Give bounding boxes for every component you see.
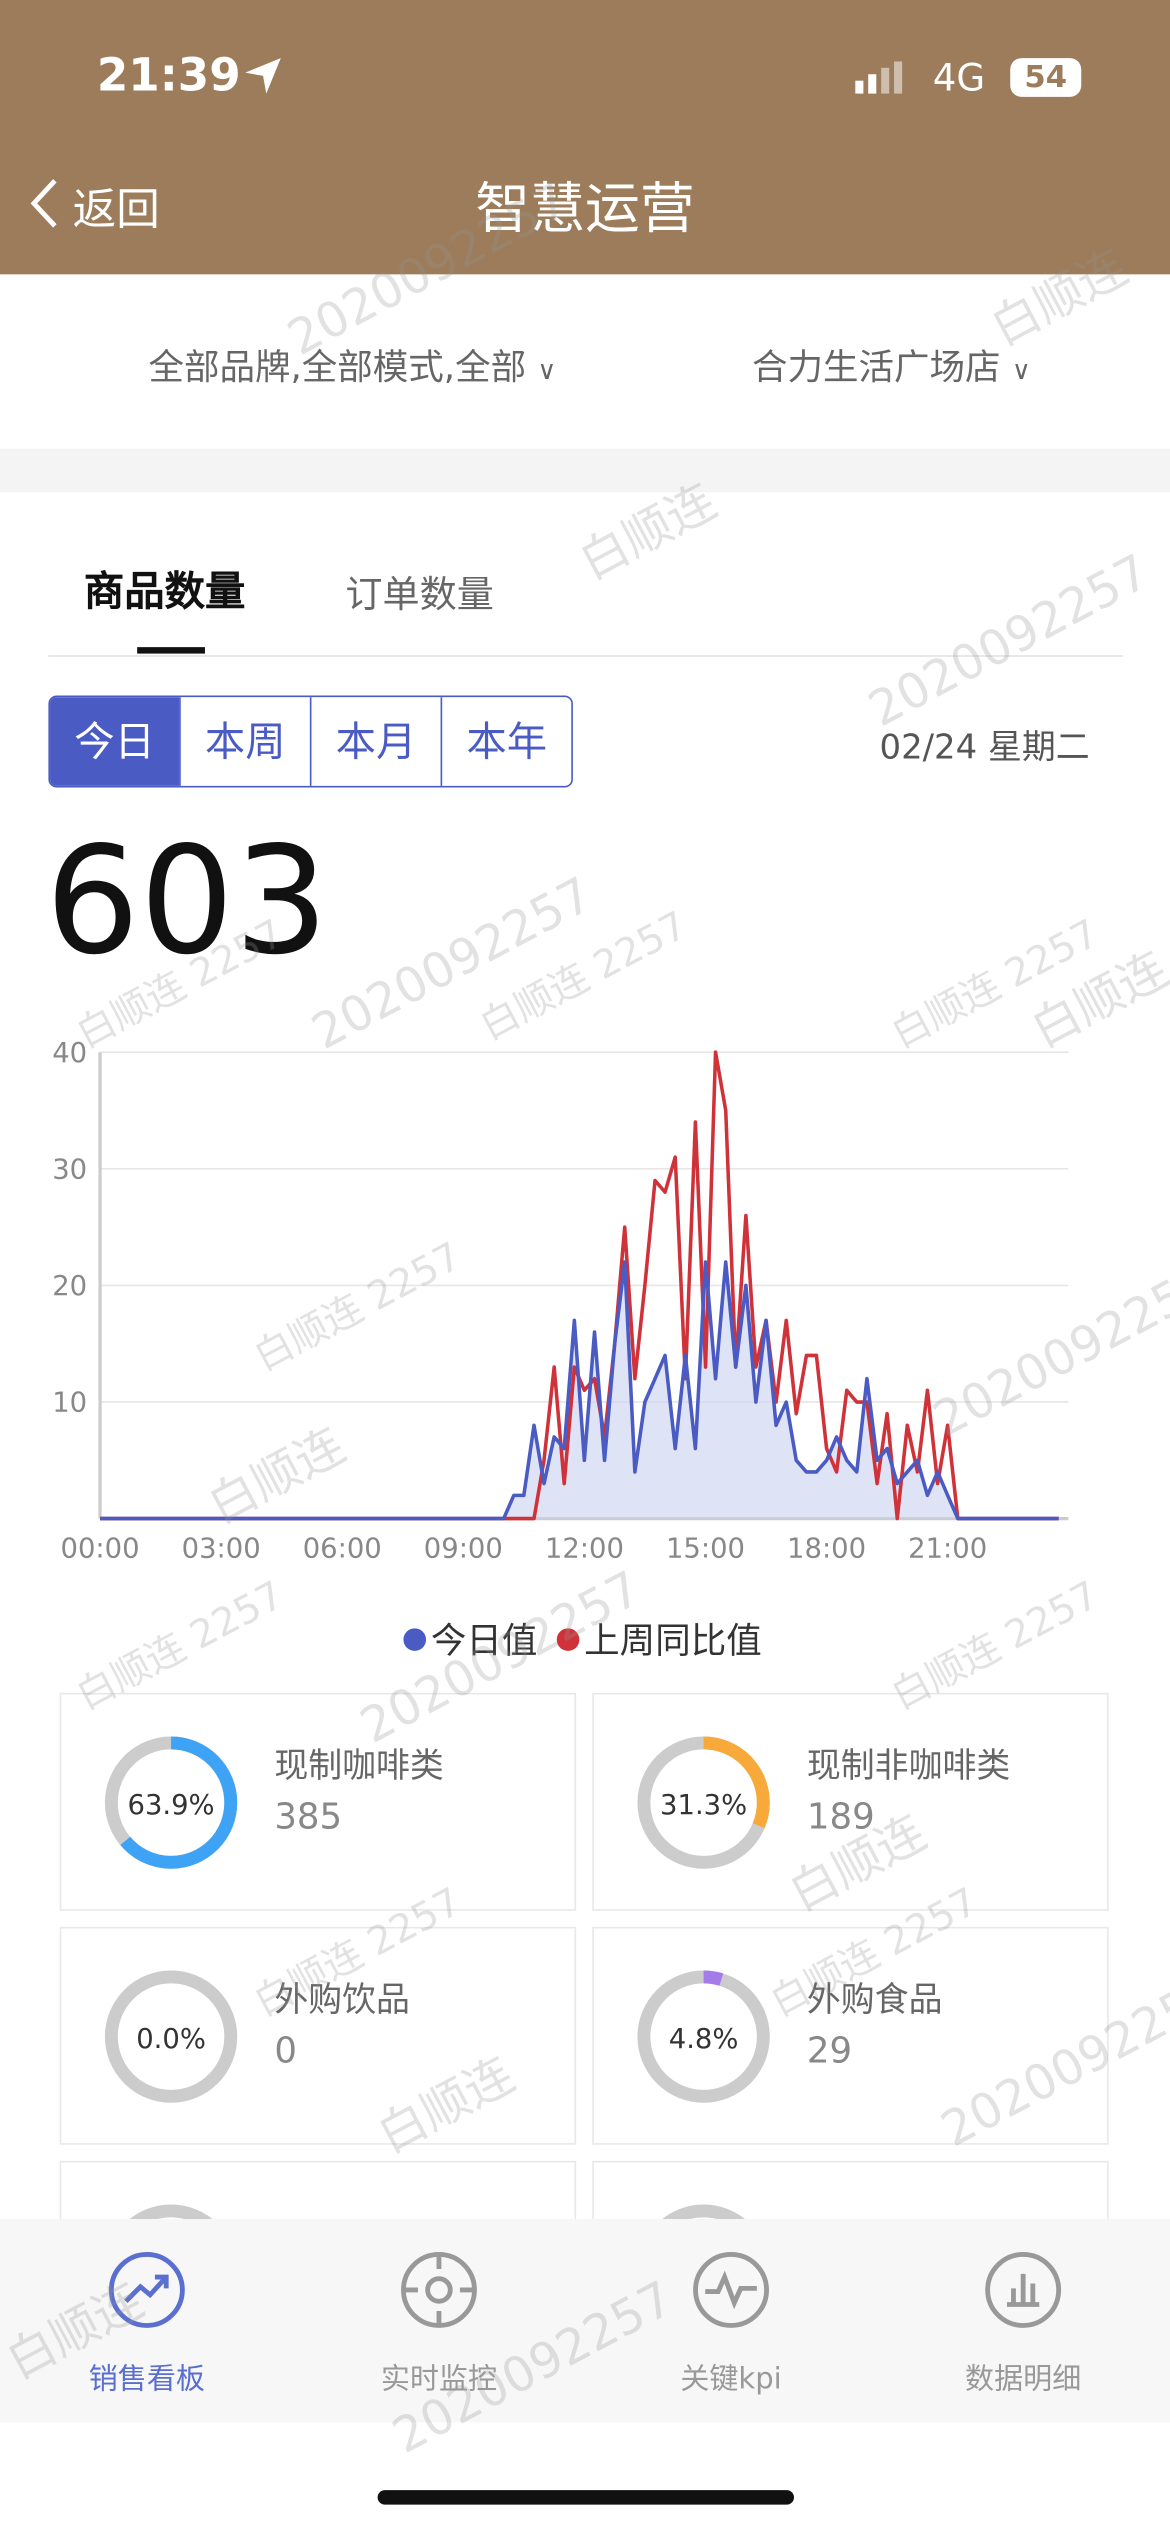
signal-icon (855, 61, 903, 94)
nav-icon (108, 2252, 185, 2328)
y-tick-label: 30 (52, 1154, 87, 1185)
period-group: 今日 本周 本月 本年 (48, 695, 573, 788)
legend-label: 今日值 (431, 1621, 538, 1662)
card-count: 29 (806, 2031, 853, 2073)
x-tick-label: 12:00 (545, 1533, 624, 1564)
x-tick-label: 09:00 (424, 1533, 503, 1564)
y-tick-label: 20 (52, 1271, 87, 1302)
ring-label: 63.9% (128, 1790, 215, 1821)
period-button-active[interactable]: 今日 (50, 697, 180, 786)
battery: 54 (1010, 58, 1082, 97)
date: 02/24 星期二 (879, 727, 1090, 767)
y-tick-label: 10 (52, 1388, 87, 1419)
x-tick-label: 15:00 (666, 1533, 745, 1564)
chart: 10 20 30 40 00:00 03:00 06:00 09:00 12:00 15:00 18… (52, 1038, 1069, 1662)
period-button[interactable]: 本年 (440, 697, 572, 786)
tab-underline (137, 647, 205, 654)
period-button[interactable]: 本周 (179, 697, 310, 786)
filter-text: 合力生活广场店 (752, 348, 1001, 389)
status-time: 21:39 (96, 48, 241, 102)
page-title: 智慧运营 (475, 177, 695, 243)
x-tick-label: 18:00 (787, 1533, 866, 1564)
nav-item[interactable]: 关键kpi (680, 2362, 782, 2397)
divider (0, 448, 1170, 493)
ring-chart: 63.9% (104, 1736, 238, 1869)
card: 0.0% 外购饮品 0 (59, 1926, 577, 2145)
line (100, 1260, 1059, 1521)
location-icon (245, 58, 281, 94)
card-label: 外购饮品 (274, 1980, 410, 2019)
card-count: 189 (806, 1797, 875, 1839)
card-count: 385 (274, 1797, 343, 1839)
ring-chart: 0.0% (104, 1970, 238, 2103)
header-bar (0, 0, 1170, 275)
card-label: 外购食品 (806, 1980, 943, 2019)
card-count: 0 (274, 2031, 297, 2073)
bottom-nav (0, 2218, 1170, 2423)
nav-item[interactable]: 数据明细 (965, 2362, 1082, 2397)
period-button[interactable]: 本月 (309, 697, 441, 786)
ring-chart: 31.3% (637, 1736, 770, 1869)
ring-track (637, 1970, 770, 2103)
ring-chart: 4.8% (637, 1970, 770, 2103)
back-button[interactable]: 返回 (72, 185, 160, 236)
y-tick-label: 40 (52, 1038, 87, 1069)
nav-icon (985, 2252, 1062, 2328)
tab-border (48, 655, 1124, 657)
brand-filter[interactable]: 全部品牌,全部模式,全部 ∨ (148, 348, 557, 389)
card-label: 现制非咖啡类 (806, 1746, 1011, 1785)
tab-active[interactable]: 商品数量 (83, 568, 246, 615)
card: 31.3% 现制非咖啡类 189 (592, 1692, 1109, 1911)
legend-marker (556, 1628, 580, 1651)
x-tick-label: 03:00 (182, 1533, 261, 1564)
card: 63.9% 现制咖啡类 385 (59, 1692, 577, 1911)
home-indicator (377, 2490, 794, 2505)
nav-item-active[interactable]: 销售看板 (88, 2362, 205, 2397)
x-tick-label: 00:00 (61, 1533, 140, 1564)
legend-label: 上周同比值 (584, 1621, 762, 1662)
network: 4G (932, 58, 986, 101)
nav-icon (401, 2252, 477, 2328)
legend: 今日值 上周同比值 (403, 1621, 762, 1662)
card-label: 现制咖啡类 (274, 1746, 444, 1785)
card (59, 2160, 577, 2229)
nav-item[interactable]: 实时监控 (380, 2362, 498, 2397)
x-tick-label: 21:00 (908, 1533, 987, 1564)
ring-track (104, 1970, 238, 2103)
watermark: 2020092257 (860, 544, 1159, 739)
legend-marker (403, 1628, 427, 1651)
total-count: 603 (45, 814, 329, 988)
x-tick-label: 06:00 (303, 1533, 382, 1564)
card: 4.8% 外购食品 29 (592, 1926, 1109, 2145)
filter-text: 全部品牌,全部模式,全部 (148, 348, 527, 389)
ring-label: 0.0% (136, 2024, 206, 2055)
store-filter[interactable]: 合力生活广场店 ∨ (752, 348, 1031, 389)
ring-label: 4.8% (669, 2024, 739, 2055)
nav-icon (693, 2252, 769, 2328)
tab[interactable]: 订单数量 (345, 574, 494, 617)
back-icon[interactable] (26, 178, 65, 230)
ring-label: 31.3% (660, 1790, 747, 1821)
